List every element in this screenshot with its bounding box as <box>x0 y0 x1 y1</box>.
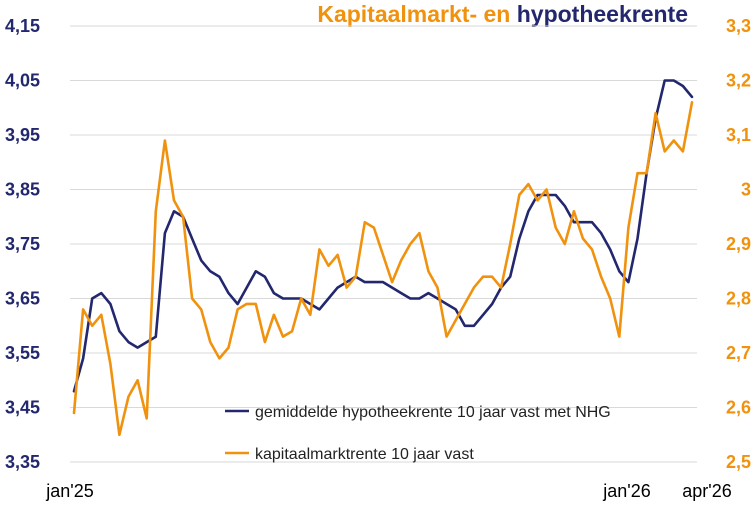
x-tick-label-apr26: apr'26 <box>682 481 731 501</box>
right-tick-label: 3,1 <box>726 125 751 145</box>
right-tick-label: 2,5 <box>726 452 751 472</box>
legend-label-kapitaalmarktrente: kapitaalmarktrente 10 jaar vast <box>255 446 474 463</box>
chart-title-part-1: Kapitaalmarkt- en <box>317 1 516 27</box>
left-tick-label: 3,45 <box>5 398 40 418</box>
series-line-kapitaalmarktrente <box>72 101 694 437</box>
series-lines <box>72 79 694 437</box>
left-tick-label: 3,85 <box>5 180 40 200</box>
chart-title: Kapitaalmarkt- en hypotheekrente <box>317 1 688 27</box>
left-tick-label: 4,05 <box>5 71 40 91</box>
series-line-hypotheekrente <box>72 79 694 393</box>
right-tick-label: 2,7 <box>726 343 751 363</box>
x-axis-ticks: jan'25 jan'26 apr'26 <box>45 481 731 501</box>
x-tick-label-jan26: jan'26 <box>602 481 650 501</box>
chart-title-part-2: hypotheekrente <box>517 1 688 27</box>
left-tick-label: 3,55 <box>5 343 40 363</box>
right-tick-label: 3,3 <box>726 16 751 36</box>
gridlines <box>70 25 697 463</box>
left-tick-label: 4,15 <box>5 16 40 36</box>
left-tick-label: 3,75 <box>5 234 40 254</box>
left-tick-label: 3,95 <box>5 125 40 145</box>
legend-label-hypotheekrente: gemiddelde hypotheekrente 10 jaar vast m… <box>255 404 611 421</box>
left-tick-label: 3,35 <box>5 452 40 472</box>
right-axis-ticks: 2,5 2,6 2,7 2,8 2,9 3 3,1 3,2 3,3 <box>726 16 751 472</box>
right-tick-label: 2,6 <box>726 398 751 418</box>
left-tick-label: 3,65 <box>5 289 40 309</box>
right-tick-label: 3,2 <box>726 71 751 91</box>
x-tick-label-jan25: jan'25 <box>45 481 93 501</box>
legend: gemiddelde hypotheekrente 10 jaar vast m… <box>225 404 611 463</box>
right-tick-label: 3 <box>741 180 751 200</box>
left-axis-ticks: 3,35 3,45 3,55 3,65 3,75 3,85 3,95 4,05 4,15 <box>5 16 40 472</box>
right-tick-label: 2,9 <box>726 234 751 254</box>
right-tick-label: 2,8 <box>726 289 751 309</box>
